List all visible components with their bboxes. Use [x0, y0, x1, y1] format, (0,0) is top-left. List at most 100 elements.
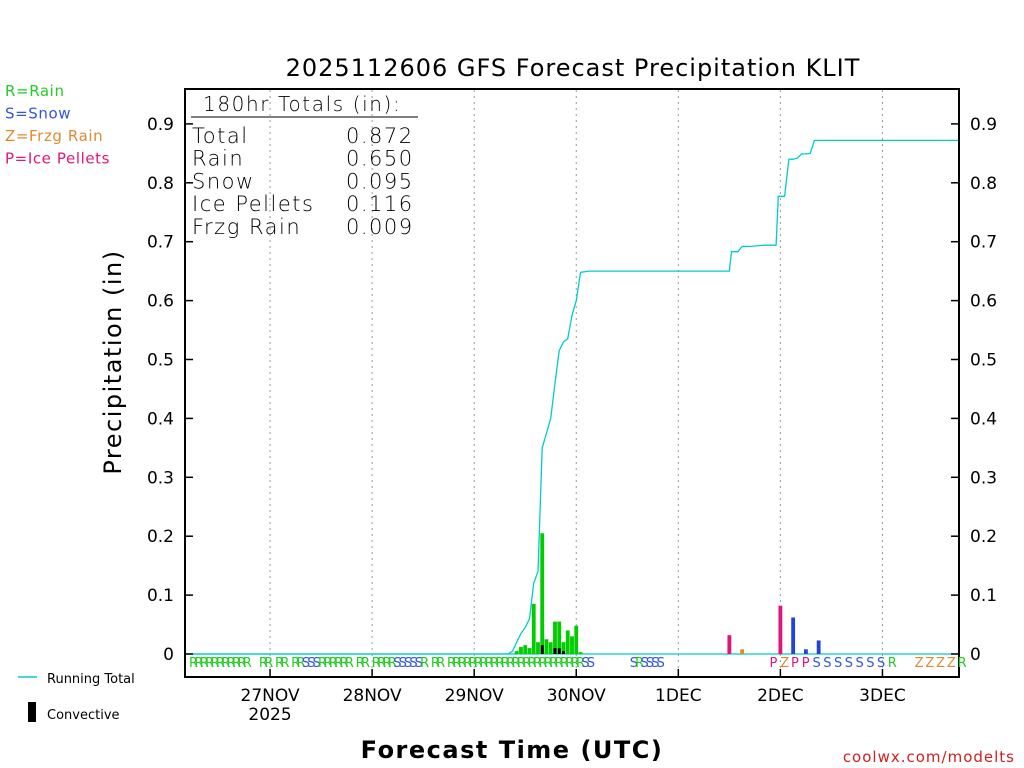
totals-header: 180hr Totals (in):	[203, 92, 401, 116]
precip-type-char-64: R	[533, 656, 542, 671]
x-tick-label-0: 27NOV	[241, 686, 300, 706]
y-tick-label-left-4: 0.4	[147, 409, 174, 429]
precip-type-char-67: R	[549, 656, 558, 671]
totals-box: 180hr Totals (in): Total 0.872 Rain 0.650 Sn…	[191, 92, 418, 239]
precip-bar-11	[561, 642, 566, 654]
precip-bar-7	[544, 639, 549, 654]
precip-type-char-120: S	[834, 656, 842, 671]
precip-type-char-61: R	[517, 656, 526, 671]
precip-type-char-62: R	[522, 656, 531, 671]
precip-bar-6	[540, 533, 545, 654]
totals-name-0: Total	[192, 124, 249, 148]
y-tick-label-right-3: 0.3	[970, 468, 997, 488]
precip-type-char-1: R	[194, 656, 203, 671]
precip-bar-0	[514, 651, 519, 654]
precip-type-char-143: R	[958, 656, 967, 671]
totals-name-3: Ice Pellets	[192, 192, 314, 216]
precip-type-char-45: R	[431, 656, 440, 671]
precip-type-char-13: R	[259, 656, 268, 671]
precip-type-char-37: R	[388, 656, 397, 671]
precip-type-char-110: Z	[780, 656, 789, 671]
totals-name-1: Rain	[192, 147, 244, 171]
precip-type-char-35: R	[377, 656, 386, 671]
precip-type-char-68: R	[555, 656, 564, 671]
precip-type-char-116: S	[813, 656, 821, 671]
precip-type-char-19: R	[291, 656, 300, 671]
totals-value-4: 0.009	[346, 215, 414, 239]
y-tick-label-left-5: 0.5	[147, 351, 174, 371]
x-tick-label-4: 1DEC	[655, 686, 702, 706]
precip-type-char-22: S	[307, 656, 315, 671]
precip-type-char-124: S	[856, 656, 864, 671]
precip-bar-20	[803, 649, 808, 654]
precip-bar-14	[574, 625, 579, 654]
y-tick-label-left-9: 0.9	[147, 115, 174, 135]
y-tick-label-left-7: 0.7	[147, 233, 174, 253]
precip-bar-18	[778, 605, 783, 654]
x-tick-label-2: 29NOV	[445, 686, 504, 706]
precip-type-char-26: R	[329, 656, 338, 671]
precip-type-char-63: R	[528, 656, 537, 671]
y-tick-label-right-2: 0.2	[970, 527, 997, 547]
y-tick-label-right-7: 0.7	[970, 233, 997, 253]
precip-type-char-87: S	[657, 656, 665, 671]
precip-type-char-14: R	[264, 656, 273, 671]
precip-type-char-74: S	[587, 656, 595, 671]
precip-type-char-28: R	[340, 656, 349, 671]
convective-bar-3	[561, 651, 565, 654]
y-tick-label-left-3: 0.3	[147, 468, 174, 488]
precip-type-char-65: R	[538, 656, 547, 671]
x-tick-sublabel-0: 2025	[248, 705, 291, 725]
precip-type-char-43: R	[420, 656, 429, 671]
precip-type-char-83: R	[635, 656, 644, 671]
y-tick-label-right-9: 0.9	[970, 115, 997, 135]
precip-bar-1	[519, 646, 523, 654]
precip-type-char-71: R	[571, 656, 580, 671]
legend-type-3: P=Ice Pellets	[5, 150, 110, 168]
legend-convective-label: Convective	[47, 708, 120, 723]
precip-type-char-21: S	[302, 656, 310, 671]
precip-type-char-0: R	[189, 656, 198, 671]
running-total-line	[185, 139, 959, 655]
precip-type-char-2: R	[200, 656, 209, 671]
totals-value-2: 0.095	[346, 169, 414, 193]
precip-type-char-31: R	[356, 656, 365, 671]
precip-bar-15	[578, 652, 583, 654]
precip-type-char-46: R	[436, 656, 445, 671]
watermark: coolwx.com/modelts	[843, 748, 1015, 766]
precip-type-char-39: S	[399, 656, 407, 671]
precip-type-char-50: R	[458, 656, 467, 671]
precip-type-char-66: R	[544, 656, 553, 671]
precip-type-char-52: R	[469, 656, 478, 671]
precip-type-char-130: R	[888, 656, 897, 671]
precip-bar-17	[740, 649, 745, 654]
precip-type-char-8: R	[232, 656, 241, 671]
precip-type-char-29: R	[345, 656, 354, 671]
gridlines	[185, 90, 959, 676]
precip-bar-2	[523, 645, 528, 654]
precip-bar-12	[565, 630, 570, 654]
x-tick-label-6: 3DEC	[859, 686, 906, 706]
precip-type-char-24: R	[318, 656, 327, 671]
legend-convective-swatch	[28, 702, 36, 722]
precip-bar-16	[727, 635, 732, 654]
precip-type-char-41: S	[409, 656, 417, 671]
precip-type-legend: R=Rain S=Snow Z=Frzg Rain P=Ice Pellets	[5, 82, 110, 168]
precip-type-char-38: S	[393, 656, 401, 671]
precip-bar-8	[548, 642, 553, 654]
precip-type-char-56: R	[490, 656, 499, 671]
y-tick-label-right-6: 0.6	[970, 292, 997, 312]
precip-type-char-27: R	[334, 656, 343, 671]
plot-area: 0 0 0.1 0.1 0.2 0.2 0.3 0.3 0.4 0.4 0.5 0.5 0.6 0.6 0.…	[147, 88, 997, 725]
precip-type-char-112: P	[791, 656, 799, 671]
y-axis-ticks: 0 0 0.1 0.1 0.2 0.2 0.3 0.3 0.4 0.4 0.5 0.5 0.6 0.6 0.…	[147, 115, 997, 665]
precip-type-char-85: S	[646, 656, 654, 671]
precip-type-char-4: R	[211, 656, 220, 671]
precip-type-char-23: S	[313, 656, 321, 671]
y-tick-label-left-6: 0.6	[147, 292, 174, 312]
y-tick-label-right-5: 0.5	[970, 351, 997, 371]
totals-value-1: 0.650	[346, 147, 414, 171]
precip-type-char-9: R	[237, 656, 246, 671]
